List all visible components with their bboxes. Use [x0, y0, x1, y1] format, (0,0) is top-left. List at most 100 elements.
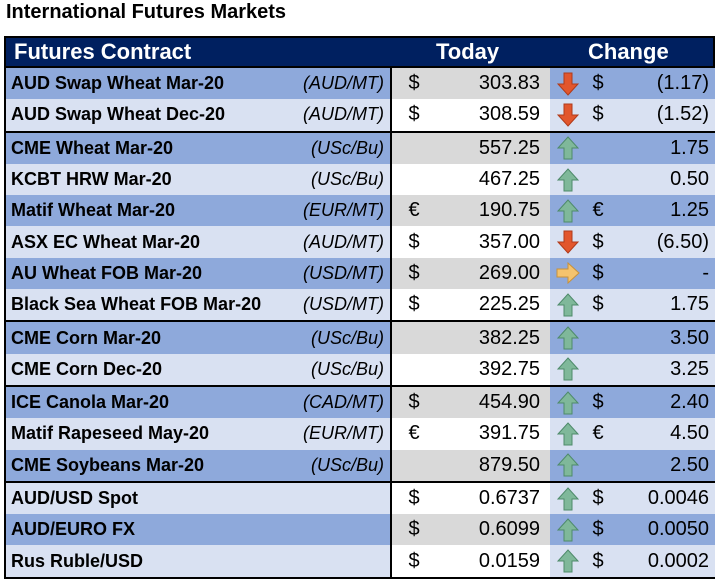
- contract-name: ASX EC Wheat Mar-20: [11, 231, 201, 252]
- change-currency: [586, 164, 610, 195]
- contract-unit: (AUD/MT): [303, 73, 384, 94]
- up-arrow-icon: [554, 322, 582, 353]
- header-change: Change: [588, 39, 669, 64]
- table-row: AUD/EURO FX $0.6099 $0.0050: [6, 514, 715, 546]
- up-arrow-icon: [554, 545, 582, 576]
- up-arrow-icon: [554, 164, 582, 195]
- today-currency: $: [408, 549, 420, 572]
- change-value: 1.75: [670, 293, 709, 316]
- change-currency: $: [592, 261, 604, 284]
- down-arrow-icon: [554, 68, 582, 99]
- up-arrow-icon: [554, 450, 582, 481]
- change-currency: $: [592, 391, 604, 414]
- change-value: 0.50: [670, 168, 709, 191]
- today-value: 454.90: [478, 391, 540, 414]
- change-currency: $: [592, 230, 604, 253]
- today-currency: [402, 450, 426, 481]
- contract-unit: (CAD/MT): [303, 392, 384, 413]
- change-value: 2.40: [670, 391, 709, 414]
- change-value: (1.17): [656, 72, 709, 95]
- futures-table: Futures Contract Today Change AUD Swap W…: [4, 36, 715, 579]
- contract-unit: (USc/Bu): [310, 358, 384, 379]
- table-row: AUD Swap Wheat Dec-20 (AUD/MT) $308.59 $ (1.…: [6, 99, 715, 131]
- table-row: CME Wheat Mar-20 (USc/Bu) 557.25 1.75: [6, 130, 715, 164]
- today-currency: $: [408, 518, 420, 541]
- contract-name: CME Corn Dec-20: [11, 358, 163, 379]
- today-currency: $: [408, 103, 420, 126]
- contract-unit: (USD/MT): [303, 262, 384, 283]
- change-currency: $: [592, 293, 604, 316]
- change-currency: [586, 322, 610, 353]
- today-value: 225.25: [478, 293, 540, 316]
- change-value: 3.25: [670, 357, 709, 380]
- today-value: 303.83: [478, 72, 540, 95]
- change-currency: €: [592, 199, 604, 222]
- contract-name: CME Corn Mar-20: [11, 327, 162, 348]
- change-value: (6.50): [656, 230, 709, 253]
- table-row: AU Wheat FOB Mar-20 (USD/MT) $269.00 $ -: [6, 257, 715, 290]
- table-row: AUD/USD Spot $0.6737 $0.0046: [6, 480, 715, 515]
- contract-unit: [256, 545, 390, 576]
- today-value: 392.75: [478, 357, 540, 380]
- change-currency: $: [592, 72, 604, 95]
- change-value: 0.0002: [647, 549, 709, 572]
- contract-name: AUD/USD Spot: [11, 488, 138, 508]
- today-currency: $: [408, 487, 420, 509]
- table-row: CME Corn Mar-20 (USc/Bu) 382.25 3.50: [6, 320, 715, 354]
- change-currency: [586, 450, 610, 481]
- today-currency: $: [408, 72, 420, 95]
- today-currency: $: [408, 230, 420, 253]
- table-row: Black Sea Wheat FOB Mar-20 (USD/MT) $225.2…: [6, 289, 715, 321]
- table-row: ASX EC Wheat Mar-20 (AUD/MT) $357.00 $ (6.50…: [6, 226, 715, 258]
- up-arrow-icon: [554, 514, 582, 545]
- down-arrow-icon: [554, 226, 582, 257]
- today-value: 391.75: [478, 422, 540, 445]
- right-arrow-icon: [554, 258, 582, 289]
- contract-name: CME Wheat Mar-20: [11, 137, 174, 158]
- today-value: 308.59: [478, 103, 540, 126]
- contract-name: CME Soybeans Mar-20: [11, 454, 205, 475]
- up-arrow-icon: [554, 289, 582, 320]
- change-value: 4.50: [670, 422, 709, 445]
- table-row: AUD Swap Wheat Mar-20 (AUD/MT) $303.83 $ (1.…: [6, 68, 715, 100]
- change-value: 3.50: [670, 326, 709, 349]
- contract-unit: (USc/Bu): [310, 137, 384, 158]
- up-arrow-icon: [554, 483, 582, 514]
- table-header: Futures Contract Today Change: [6, 38, 713, 68]
- change-currency: [586, 133, 610, 164]
- contract-unit: (USD/MT): [303, 294, 384, 315]
- contract-name: AU Wheat FOB Mar-20: [11, 262, 203, 283]
- today-value: 879.50: [478, 453, 540, 476]
- table-row: Matif Rapeseed May-20 (EUR/MT) €391.75 €4.5…: [6, 418, 715, 450]
- contract-unit: (USc/Bu): [310, 169, 384, 190]
- change-value: 2.50: [670, 453, 709, 476]
- up-arrow-icon: [554, 418, 582, 449]
- page-title: International Futures Markets: [6, 1, 287, 23]
- table-row: Matif Wheat Mar-20 (EUR/MT) €190.75 €1.25: [6, 195, 715, 227]
- table-row: Rus Ruble/USD $0.0159 $0.0002: [6, 545, 715, 577]
- down-arrow-icon: [554, 99, 582, 130]
- change-value: 0.0046: [647, 487, 709, 509]
- today-currency: $: [408, 293, 420, 316]
- header-contract: Futures Contract: [14, 39, 192, 64]
- contract-unit: (AUD/MT): [303, 231, 384, 252]
- up-arrow-icon: [554, 195, 582, 226]
- today-currency: €: [408, 422, 420, 445]
- header-today: Today: [436, 39, 500, 64]
- change-currency: $: [592, 103, 604, 126]
- today-value: 467.25: [478, 168, 540, 191]
- change-value: (1.52): [656, 103, 709, 126]
- today-value: 0.6099: [478, 518, 540, 541]
- today-currency: [402, 133, 426, 164]
- change-value: 0.0050: [647, 518, 709, 541]
- up-arrow-icon: [554, 133, 582, 164]
- today-currency: [402, 354, 426, 385]
- today-value: 0.0159: [478, 549, 540, 572]
- contract-unit: (USc/Bu): [310, 454, 384, 475]
- change-currency: $: [592, 518, 604, 541]
- change-value: 1.25: [670, 199, 709, 222]
- today-currency: [402, 164, 426, 195]
- up-arrow-icon: [554, 387, 582, 418]
- contract-unit: [256, 483, 390, 514]
- table-row: CME Soybeans Mar-20 (USc/Bu) 879.50 2.50: [6, 449, 715, 481]
